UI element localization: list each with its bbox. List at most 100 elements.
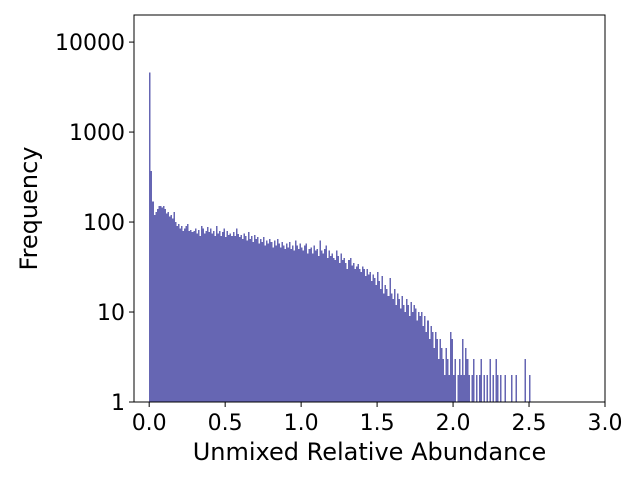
histogram-bar <box>440 347 443 402</box>
histogram-bar <box>483 374 485 402</box>
histogram-bar <box>299 243 302 402</box>
histogram-bar <box>214 235 217 402</box>
histogram-bar <box>349 257 352 402</box>
histogram-bar <box>226 230 229 402</box>
histogram-bar <box>448 374 451 402</box>
histogram-bar <box>298 249 300 402</box>
histogram-bar <box>155 211 157 402</box>
histogram-bar <box>425 331 428 402</box>
histogram-bar <box>252 242 255 402</box>
histogram-bar <box>419 316 422 402</box>
histogram-bar <box>304 245 306 402</box>
histogram-bar <box>510 374 513 402</box>
y-tick-label: 1000 <box>69 121 125 146</box>
histogram-bar <box>191 231 194 402</box>
histogram-bar <box>288 242 291 402</box>
histogram-bar <box>260 238 262 402</box>
x-tick-label: 3.0 <box>588 411 623 436</box>
histogram-bar <box>178 224 180 402</box>
histogram-bar <box>465 347 467 402</box>
histogram-bar <box>451 339 454 402</box>
histogram-bar <box>328 250 330 402</box>
histogram-bar <box>524 359 526 402</box>
histogram-bar <box>190 229 192 402</box>
histogram-bar <box>437 359 440 402</box>
histogram-bar <box>407 304 409 402</box>
histogram-bar <box>247 231 250 402</box>
histogram-bar <box>412 312 414 402</box>
histogram-bar <box>313 245 315 402</box>
x-axis-ticks: 0.0 0.5 1.0 1.5 2.0 2.5 3.0 <box>132 402 623 436</box>
histogram-bar <box>316 249 318 402</box>
histogram-bar <box>405 298 408 402</box>
histogram-bar <box>471 374 473 402</box>
histogram-bar <box>249 238 251 402</box>
histogram-bar <box>263 237 265 402</box>
histogram-bar <box>179 228 182 402</box>
histogram-bar <box>205 230 207 402</box>
histogram-bar <box>375 284 378 402</box>
histogram-bar <box>258 243 261 402</box>
histogram-bar <box>222 231 224 402</box>
histogram-bar <box>165 213 168 402</box>
histogram-bar <box>244 235 247 402</box>
histogram-bar <box>175 222 177 402</box>
histogram-bar <box>284 249 286 402</box>
histogram-bar <box>436 339 438 402</box>
histogram-bar <box>319 240 321 402</box>
histogram-bar <box>463 374 466 402</box>
histogram-bar <box>203 233 206 402</box>
histogram-bar <box>206 227 209 402</box>
histogram-bar <box>346 269 349 402</box>
histogram-bar <box>428 339 431 402</box>
histogram-bar <box>330 255 332 402</box>
histogram-bar <box>459 359 461 402</box>
histogram-bar <box>322 253 324 402</box>
histogram-bar <box>314 250 317 402</box>
histogram-bar <box>355 266 358 402</box>
histogram-bar <box>223 228 226 402</box>
histogram-bar <box>363 269 365 402</box>
histogram-bar <box>427 320 429 402</box>
histogram-bar <box>466 359 469 402</box>
histogram-bar <box>336 250 338 402</box>
histogram-bar <box>196 233 198 402</box>
histogram-bar <box>173 211 176 402</box>
histogram-bar <box>372 274 375 402</box>
histogram-bar <box>234 235 236 402</box>
histogram-bar <box>171 218 174 402</box>
histogram-bar <box>445 347 447 402</box>
histogram-bar <box>182 230 185 402</box>
histogram-bar <box>270 242 273 402</box>
histogram-bar <box>430 325 432 402</box>
x-tick-label: 1.0 <box>284 411 319 436</box>
histogram-bar <box>276 238 279 402</box>
histogram-bar <box>486 374 489 402</box>
histogram-bar <box>150 170 153 402</box>
histogram-bar <box>390 293 393 402</box>
histogram-bar <box>213 230 215 402</box>
histogram-bar <box>446 359 449 402</box>
histogram-bar <box>184 228 186 402</box>
histogram-bar <box>431 331 434 402</box>
histogram-bar <box>153 214 156 402</box>
x-tick-label: 0.5 <box>208 411 243 436</box>
histogram-bar <box>209 228 212 402</box>
histogram-bar <box>170 214 172 402</box>
histogram-bar <box>331 253 334 402</box>
x-tick-label: 2.5 <box>512 411 547 436</box>
histogram-bar <box>515 374 517 402</box>
histogram-bar <box>358 269 361 402</box>
histogram-bar <box>410 301 413 402</box>
histogram-bar <box>250 235 253 402</box>
histogram-bar <box>261 242 264 402</box>
histogram-bar <box>246 240 248 402</box>
histogram-bar <box>433 347 435 402</box>
histogram-bar <box>238 237 241 402</box>
y-tick-label: 1 <box>111 391 125 416</box>
histogram-bar <box>305 243 308 402</box>
histogram-bar <box>418 312 420 402</box>
histogram-bar <box>404 312 406 402</box>
